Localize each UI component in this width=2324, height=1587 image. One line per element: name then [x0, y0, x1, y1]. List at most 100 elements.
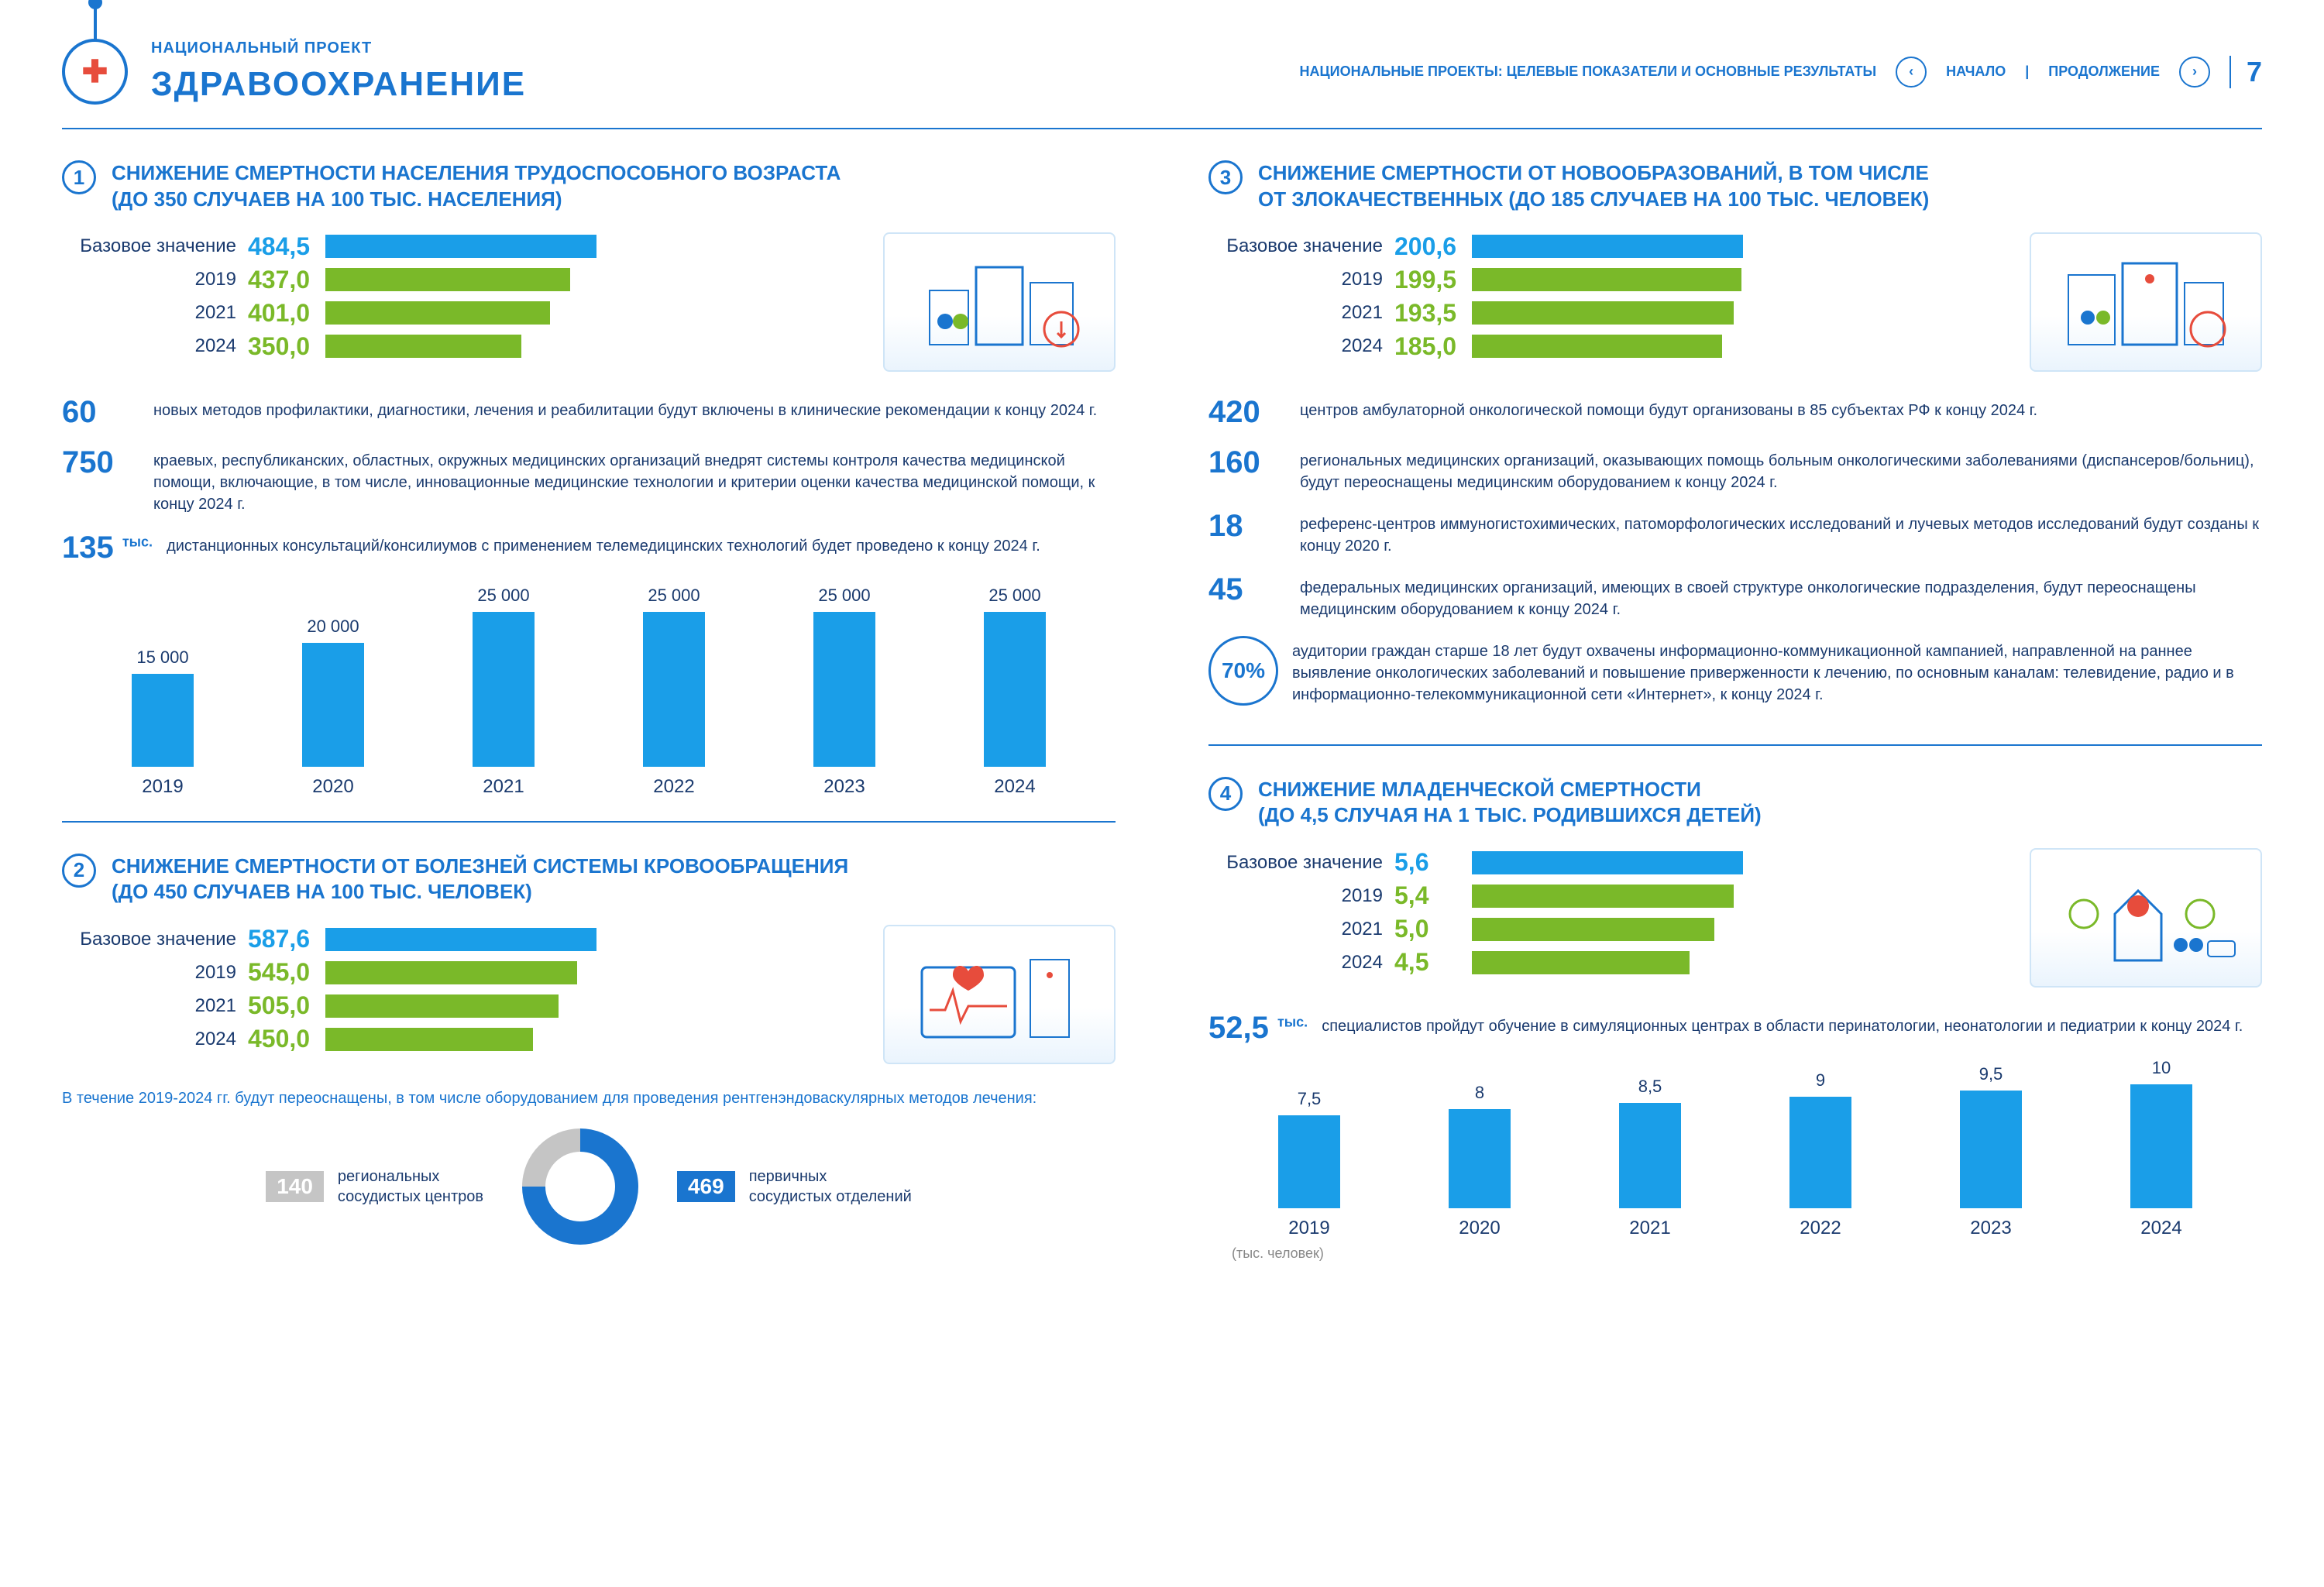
vbar-label: 2020 — [312, 776, 353, 798]
nav-prev-icon[interactable]: ‹ — [1896, 57, 1927, 88]
hbar-bar — [1472, 918, 1714, 941]
nav-start-label[interactable]: НАЧАЛО — [1946, 64, 2006, 80]
vbar-col: 82020 — [1433, 1083, 1526, 1239]
hbar-row: 2024350,0 — [62, 332, 860, 361]
vbar-value: 25 000 — [818, 586, 870, 606]
medical-cross-icon: ✚ — [62, 39, 128, 105]
vbar-label: 2023 — [823, 776, 865, 798]
page-header: ✚ НАЦИОНАЛЬНЫЙ ПРОЕКТ ЗДРАВООХРАНЕНИЕ НА… — [62, 39, 2262, 129]
illustration-heart-icon — [883, 925, 1116, 1064]
hbar-label: 2024 — [62, 1029, 248, 1050]
vbar-col: 15 0002019 — [116, 648, 209, 798]
vbar-col: 25 000 2023 — [798, 586, 891, 798]
stat-row: 750краевых, республиканских, областных, … — [62, 445, 1116, 515]
nav-next-icon[interactable]: › — [2179, 57, 2210, 88]
stat-row: 135 тыс. дистанционных консультаций/конси… — [62, 531, 1116, 565]
illustration-hospital-icon — [883, 232, 1116, 372]
hbar-bar — [1472, 335, 1722, 358]
stat-row: 420центров амбулаторной онкологической п… — [1208, 395, 2262, 430]
hbar-label: Базовое значение — [1208, 235, 1394, 257]
stat-number: 45 — [1208, 572, 1286, 607]
header-right: НАЦИОНАЛЬНЫЕ ПРОЕКТЫ: ЦЕЛЕВЫЕ ПОКАЗАТЕЛИ… — [1300, 56, 2262, 88]
hbar-value: 437,0 — [248, 266, 325, 294]
hbar-chart-3: Базовое значение200,62019199,52021193,52… — [1208, 232, 2006, 366]
stat-row: 45 федеральных медицинских организаций, и… — [1208, 572, 2262, 620]
donut-right-text: первичныхсосудистых отделений — [749, 1166, 912, 1207]
section-title-2: СНИЖЕНИЕ СМЕРТНОСТИ ОТ БОЛЕЗНЕЙ СИСТЕМЫ … — [112, 854, 848, 906]
hbar-value: 484,5 — [248, 232, 325, 261]
stat-text-52: специалистов пройдут обучение в симуляци… — [1322, 1011, 2243, 1037]
hbar-row: 2021401,0 — [62, 299, 860, 328]
hbar-row: 20215,0 — [1208, 915, 2006, 943]
stat-text: федеральных медицинских организаций, име… — [1300, 572, 2262, 620]
stat-number: 60 — [62, 395, 139, 430]
hbar-label: 2024 — [1208, 952, 1394, 974]
section-4: 4 СНИЖЕНИЕ МЛАДЕНЧЕСКОЙ СМЕРТНОСТИ(ДО 4,… — [1208, 777, 2262, 1286]
hbar-row: Базовое значение484,5 — [62, 232, 860, 261]
hbar-label: 2021 — [1208, 919, 1394, 940]
vbar-bar — [302, 643, 364, 767]
vbar-col: 7,52019 — [1263, 1089, 1356, 1239]
hbar-row: 2019437,0 — [62, 266, 860, 294]
header-left: ✚ НАЦИОНАЛЬНЫЙ ПРОЕКТ ЗДРАВООХРАНЕНИЕ — [62, 39, 526, 105]
hbar-value: 401,0 — [248, 299, 325, 328]
left-column: 1 СНИЖЕНИЕ СМЕРТНОСТИ НАСЕЛЕНИЯ ТРУДОСПО… — [62, 160, 1116, 1316]
vbar-label: 2022 — [1800, 1218, 1841, 1239]
right-column: 3 СНИЖЕНИЕ СМЕРТНОСТИ ОТ НОВООБРАЗОВАНИЙ… — [1208, 160, 2262, 1316]
vbar-bar — [1619, 1103, 1681, 1208]
hbar-label: 2024 — [62, 335, 248, 357]
subnote-2: В течение 2019-2024 гг. будут переоснаще… — [62, 1087, 1116, 1109]
stat-row-52: 52,5 тыс. специалистов пройдут обучение … — [1208, 1011, 2262, 1046]
vbar-chart-4: 7,52019820208,52021920229,52023102024 — [1208, 1061, 2262, 1239]
vbar-bar — [813, 612, 875, 767]
breadcrumb: НАЦИОНАЛЬНЫЕ ПРОЕКТЫ: ЦЕЛЕВЫЕ ПОКАЗАТЕЛИ… — [1300, 64, 1877, 80]
illustration-clinic-icon — [2030, 232, 2262, 372]
stat-number: 135 тыс. — [62, 531, 153, 565]
vbar-value: 25 000 — [477, 586, 529, 606]
hbar-label: 2024 — [1208, 335, 1394, 357]
hbar-value: 199,5 — [1394, 266, 1472, 294]
stat-text: референс-центров иммуногистохимических, … — [1300, 509, 2262, 557]
stat-number: 750 — [62, 445, 139, 480]
vbar-bar — [1960, 1091, 2022, 1208]
vbar-value: 10 — [2152, 1058, 2171, 1078]
hbar-value: 193,5 — [1394, 299, 1472, 328]
content-columns: 1 СНИЖЕНИЕ СМЕРТНОСТИ НАСЕЛЕНИЯ ТРУДОСПО… — [62, 160, 2262, 1316]
hbar-bar — [325, 961, 577, 984]
percent-circle: 70% — [1208, 636, 1278, 706]
hbar-value: 5,6 — [1394, 848, 1472, 877]
vbar-bar — [1449, 1109, 1511, 1208]
vbar-col: 25 0002022 — [627, 586, 720, 798]
illustration-family-icon — [2030, 848, 2262, 988]
title-block: НАЦИОНАЛЬНЫЙ ПРОЕКТ ЗДРАВООХРАНЕНИЕ — [151, 40, 526, 104]
badge-140: 140 — [266, 1171, 324, 1202]
badge-469: 469 — [677, 1171, 735, 1202]
hbar-bar — [325, 928, 596, 951]
vbar-value: 25 000 — [988, 586, 1040, 606]
vbar-col: 10 2024 — [2115, 1058, 2208, 1239]
hbar-row: 2021193,5 — [1208, 299, 2006, 328]
hbar-value: 5,0 — [1394, 915, 1472, 943]
nav-cont-label[interactable]: ПРОДОЛЖЕНИЕ — [2048, 64, 2160, 80]
vbar-label: 2024 — [994, 776, 1035, 798]
hbar-bar — [1472, 268, 1741, 291]
stat-text: дистанционных консультаций/консилиумов с… — [167, 531, 1040, 557]
donut-left-text: региональныхсосудистых центров — [338, 1166, 483, 1207]
vbar-value: 8,5 — [1638, 1077, 1662, 1097]
hbar-chart-2: Базовое значение587,62019545,02021505,02… — [62, 925, 860, 1058]
section-title-4: СНИЖЕНИЕ МЛАДЕНЧЕСКОЙ СМЕРТНОСТИ(ДО 4,5 … — [1258, 777, 1762, 830]
vbar-label: 2024 — [2140, 1218, 2181, 1239]
section-number-2: 2 — [62, 854, 96, 888]
stat-text: центров амбулаторной онкологической помо… — [1300, 395, 2037, 421]
section-title-1: СНИЖЕНИЕ СМЕРТНОСТИ НАСЕЛЕНИЯ ТРУДОСПОСО… — [112, 160, 841, 213]
vbar-label: 2020 — [1459, 1218, 1500, 1239]
donut-right: 469 первичныхсосудистых отделений — [677, 1166, 912, 1207]
hbar-value: 350,0 — [248, 332, 325, 361]
vbar-bar — [1278, 1115, 1340, 1208]
hbar-bar — [325, 994, 559, 1018]
hbar-bar — [325, 301, 550, 325]
hbar-label: 2021 — [1208, 302, 1394, 324]
hbar-row: 20244,5 — [1208, 948, 2006, 977]
vbar-value: 7,5 — [1298, 1089, 1322, 1109]
cross-icon: ✚ — [82, 54, 108, 90]
